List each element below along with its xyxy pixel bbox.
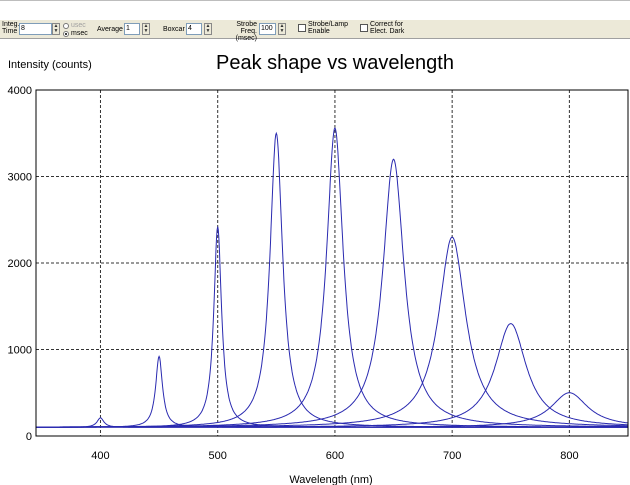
strobe-lamp-checkbox[interactable] — [298, 24, 306, 32]
y-tick-label: 3000 — [8, 172, 32, 184]
peak-curve — [36, 355, 628, 428]
peak-curve — [36, 158, 628, 428]
y-tick-label: 4000 — [8, 85, 32, 97]
peak-curve — [36, 323, 629, 428]
x-tick-label: 500 — [209, 450, 227, 462]
strobe-freq-label-line2: (msec) — [235, 35, 257, 42]
strobe-freq-label-line1: Strobe Freq. — [236, 21, 257, 35]
peak-curve — [36, 131, 628, 428]
peak-curve — [36, 127, 628, 428]
y-tick-label: 0 — [26, 431, 32, 443]
plot-frame — [35, 89, 629, 437]
msec-radio[interactable] — [63, 31, 69, 37]
boxcar-input[interactable]: 4 — [186, 23, 202, 35]
y-tick-label: 2000 — [8, 258, 32, 270]
integ-label-line1: Integ. — [2, 21, 20, 28]
acquisition-toolbar: Integ. Time 8 ▲ ▼ usec msec Average 1 ▲ ▼ … — [0, 19, 630, 42]
x-axis-label: Wavelength (nm) — [289, 474, 372, 485]
spectrum-chart: Peak shape vs wavelength Intensity (coun… — [8, 52, 629, 485]
peak-curves — [36, 127, 629, 428]
strobe-lamp-label: Strobe/Lamp Enable — [308, 21, 348, 35]
average-input[interactable]: 1 — [124, 23, 140, 35]
usec-radio[interactable] — [63, 23, 69, 29]
window-top-border — [0, 0, 630, 1]
correct-dark-label-line1: Correct for — [370, 21, 404, 28]
x-tick-label: 600 — [326, 450, 344, 462]
correct-dark-label: Correct for Elect. Dark — [370, 21, 404, 35]
tick-labels: 400 500 600 700 800 0 1000 2000 3000 4000 — [8, 85, 579, 462]
grid-lines — [36, 89, 628, 436]
strobe-freq-input[interactable]: 100 — [259, 23, 276, 35]
chart-title: Peak shape vs wavelength — [216, 52, 454, 74]
boxcar-label: Boxcar — [163, 26, 185, 33]
correct-dark-label-line2: Elect. Dark — [370, 28, 405, 35]
strobe-freq-spin-button[interactable]: ▲ ▼ — [278, 23, 286, 35]
average-spin-button[interactable]: ▲ ▼ — [142, 23, 150, 35]
peak-curve — [36, 226, 628, 428]
average-label: Average — [97, 26, 123, 33]
integ-time-input[interactable]: 8 — [19, 23, 52, 35]
peak-curve — [36, 392, 629, 428]
correct-dark-checkbox[interactable] — [360, 24, 368, 32]
strobe-freq-label: Strobe Freq. (msec) — [221, 21, 257, 42]
msec-label: msec — [71, 30, 88, 37]
y-axis-label: Intensity (counts) — [8, 59, 92, 71]
peak-curve — [36, 236, 628, 428]
integ-time-label: Integ. Time — [2, 21, 20, 35]
x-tick-label: 800 — [560, 450, 578, 462]
boxcar-spin-button[interactable]: ▲ ▼ — [204, 23, 212, 35]
usec-label: usec — [71, 22, 86, 29]
strobe-lamp-label-line1: Strobe/Lamp — [308, 21, 349, 28]
x-tick-label: 400 — [91, 450, 109, 462]
integ-label-line2: Time — [2, 28, 18, 35]
y-tick-label: 1000 — [8, 345, 32, 357]
x-tick-label: 700 — [443, 450, 461, 462]
strobe-lamp-label-line2: Enable — [308, 28, 330, 35]
integ-time-spin-button[interactable]: ▲ ▼ — [52, 23, 60, 35]
